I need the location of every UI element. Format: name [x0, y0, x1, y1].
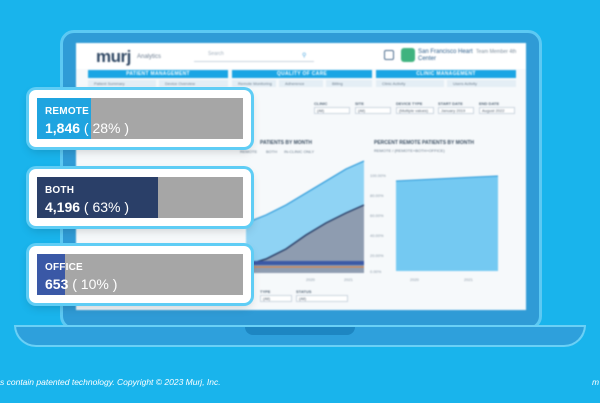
hospital-logo	[401, 48, 415, 62]
right-chart-remote-area	[396, 176, 498, 271]
right-area-chart: 100.00% 80.00% 60.00% 40.00% 20.00% 0.00…	[370, 173, 499, 282]
stat-fill-office	[37, 254, 65, 295]
left-chart-x-tick-2020: 2020	[306, 277, 316, 282]
dashboard-screen: murj Analytics Search ⚲ San Francisco He…	[76, 43, 526, 310]
stat-count-office: 653	[45, 276, 69, 292]
stat-label-office: OFFICE	[45, 262, 83, 273]
brand-subtitle: Analytics	[137, 54, 162, 60]
filter-end-date[interactable]: END DATE August 2022	[479, 101, 515, 114]
user-menu[interactable]: Team Member 4th	[476, 49, 517, 55]
filter-start-date-label: START DATE	[438, 101, 463, 106]
filter-status[interactable]: STATUS (All)	[296, 289, 348, 302]
right-chart-remote-line	[395, 175, 499, 182]
search-input[interactable]: Search ⚲	[194, 51, 314, 62]
left-chart-both-line	[246, 204, 365, 266]
left-chart-title: PATIENTS BY MONTH	[260, 140, 312, 146]
tab-users-activity[interactable]: Users Activity	[447, 80, 516, 87]
left-chart-legend-remote: REMOTE	[240, 149, 258, 154]
stat-track-remote: REMOTE 1,846 ( 28% )	[37, 98, 243, 139]
filter-end-date-label: END DATE	[479, 101, 500, 106]
filter-type[interactable]: TYPE (All)	[260, 289, 292, 302]
stat-value-remote: 1,846 ( 28% )	[45, 120, 129, 136]
brand-logo[interactable]: murj	[96, 47, 131, 66]
laptop-notch	[245, 327, 355, 335]
stat-card-both: BOTH 4,196 ( 63% )	[29, 169, 251, 226]
stat-track-both: BOTH 4,196 ( 63% )	[37, 177, 243, 218]
stat-percent-remote: ( 28% )	[80, 120, 130, 136]
left-chart-legend-both: BOTH	[266, 149, 278, 154]
hospital-name: San Francisco Heart Center	[418, 49, 473, 62]
right-chart-y-tick-100: 100.00%	[370, 173, 386, 178]
right-chart-x-tick-2021: 2021	[464, 277, 474, 282]
search-icon[interactable]: ⚲	[302, 53, 307, 59]
stat-value-office: 653 ( 10% )	[45, 276, 117, 292]
filter-site-select[interactable]: (All)	[355, 107, 391, 114]
filter-device-type[interactable]: DEVICE TYPE (Multiple values)	[396, 101, 434, 114]
right-chart-legend: REMOTE / (REMOTE+BOTH+OFFICE)	[374, 148, 445, 153]
grid-icon[interactable]	[384, 50, 394, 60]
filter-site[interactable]: SITE (All)	[355, 101, 391, 114]
search-placeholder: Search	[208, 51, 224, 57]
section-patient-management[interactable]: PATIENT MANAGEMENT	[88, 70, 228, 78]
left-area-chart: 2020 2021	[246, 160, 365, 282]
tab-patient-summary[interactable]: Patient Summary	[88, 80, 156, 87]
filter-status-label: STATUS	[296, 289, 312, 294]
filter-device-type-label: DEVICE TYPE	[396, 101, 423, 106]
stat-count-remote: 1,846	[45, 120, 81, 136]
footer-right-text: m	[592, 377, 600, 387]
filter-site-label: SITE	[355, 101, 364, 106]
right-chart-x-tick-2020: 2020	[410, 277, 420, 282]
stat-percent-both: ( 63% )	[80, 199, 130, 215]
stat-count-both: 4,196	[45, 199, 81, 215]
stat-value-both: 4,196 ( 63% )	[45, 199, 129, 215]
stat-fill-remote	[37, 98, 91, 139]
tab-remote-monitoring[interactable]: Remote Monitoring	[232, 80, 276, 87]
filter-type-select[interactable]: (All)	[260, 295, 292, 302]
filter-end-date-select[interactable]: August 2022	[479, 107, 515, 114]
filter-device-type-select[interactable]: (Multiple values)	[396, 107, 434, 114]
tab-adherence[interactable]: Adherence	[279, 80, 323, 87]
filter-type-label: TYPE	[260, 289, 271, 294]
stat-track-office: OFFICE 653 ( 10% )	[37, 254, 243, 295]
filter-status-select[interactable]: (All)	[296, 295, 348, 302]
filter-clinic[interactable]: CLINIC (All)	[314, 101, 350, 114]
filter-start-date[interactable]: START DATE January 2019	[438, 101, 474, 114]
left-chart-office-band	[246, 261, 364, 265]
left-chart-remote-line	[246, 160, 365, 224]
stat-label-remote: REMOTE	[45, 106, 89, 117]
stat-percent-office: ( 10% )	[68, 276, 118, 292]
filter-start-date-select[interactable]: January 2019	[438, 107, 474, 114]
stat-card-remote: REMOTE 1,846 ( 28% )	[29, 90, 251, 147]
right-chart-y-tick-40: 40.00%	[370, 233, 384, 238]
filter-clinic-select[interactable]: (All)	[314, 107, 350, 114]
stat-label-both: BOTH	[45, 185, 75, 196]
left-chart-legend-in-clinic: IN-CLINIC ONLY	[284, 149, 315, 154]
stat-fill-both	[37, 177, 158, 218]
filter-clinic-label: CLINIC	[314, 101, 328, 106]
footer-copyright: s contain patented technology. Copyright…	[0, 377, 221, 387]
tab-billing[interactable]: Billing	[326, 80, 372, 87]
stat-card-office: OFFICE 653 ( 10% )	[29, 246, 251, 303]
app-header: murj Analytics Search ⚲ San Francisco He…	[76, 43, 526, 69]
left-chart-both-area	[246, 205, 364, 273]
section-quality-of-care[interactable]: QUALITY OF CARE	[232, 70, 372, 78]
tab-device-overview[interactable]: Device Overview	[159, 80, 228, 87]
right-chart-title: PERCENT REMOTE PATIENTS BY MONTH	[374, 140, 475, 146]
right-chart-y-tick-0: 0.00%	[370, 269, 382, 274]
right-chart-y-tick-20: 20.00%	[370, 253, 384, 258]
tab-clinic-activity[interactable]: Clinic Activity	[376, 80, 444, 87]
section-clinic-management[interactable]: CLINIC MANAGEMENT	[376, 70, 516, 78]
right-chart-y-tick-80: 80.00%	[370, 193, 384, 198]
left-chart-x-tick-2021: 2021	[344, 277, 354, 282]
right-chart-y-tick-60: 60.00%	[370, 213, 384, 218]
